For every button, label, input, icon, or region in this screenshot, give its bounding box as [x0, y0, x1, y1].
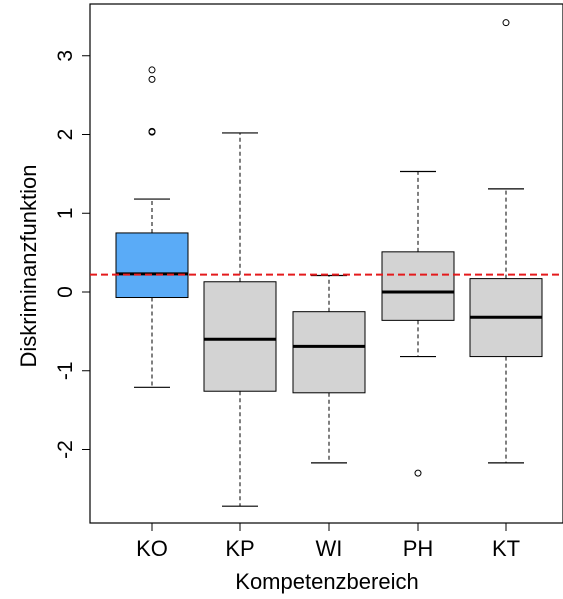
plot-frame	[89, 3, 563, 524]
x-tick-label: PH	[403, 536, 434, 561]
outlier-point	[148, 127, 156, 135]
box-iqr	[115, 232, 189, 299]
outlier-point	[148, 75, 156, 83]
outlier-point	[414, 469, 422, 477]
y-tick-label: 1	[54, 207, 77, 219]
box-ko	[115, 66, 189, 388]
box-kp	[203, 132, 277, 507]
x-axis: KO KP WI PH KT	[136, 523, 520, 561]
y-tick-label: 0	[54, 286, 77, 298]
y-tick-label: 3	[54, 50, 77, 62]
x-tick-label: KP	[225, 536, 254, 561]
box-wi	[292, 274, 366, 464]
outlier-point	[502, 19, 510, 27]
boxes-layer	[115, 19, 543, 507]
box-ph	[381, 170, 455, 477]
box-iqr	[381, 251, 455, 321]
y-tick-label: 2	[54, 129, 77, 141]
x-tick-label: KO	[136, 536, 168, 561]
y-axis: -2 -1 0 1 2 3	[54, 50, 90, 459]
y-tick-label: -1	[54, 361, 77, 380]
x-tick-label: WI	[316, 536, 343, 561]
x-axis-label: Kompetenzbereich	[235, 569, 418, 594]
x-tick-label: KT	[492, 536, 520, 561]
box-iqr	[292, 311, 366, 394]
outlier-point	[148, 66, 156, 74]
box-iqr	[203, 281, 277, 392]
y-axis-label: Diskriminanzfunktion	[16, 165, 41, 368]
box-kt	[469, 19, 543, 464]
y-tick-label: -2	[54, 440, 77, 459]
